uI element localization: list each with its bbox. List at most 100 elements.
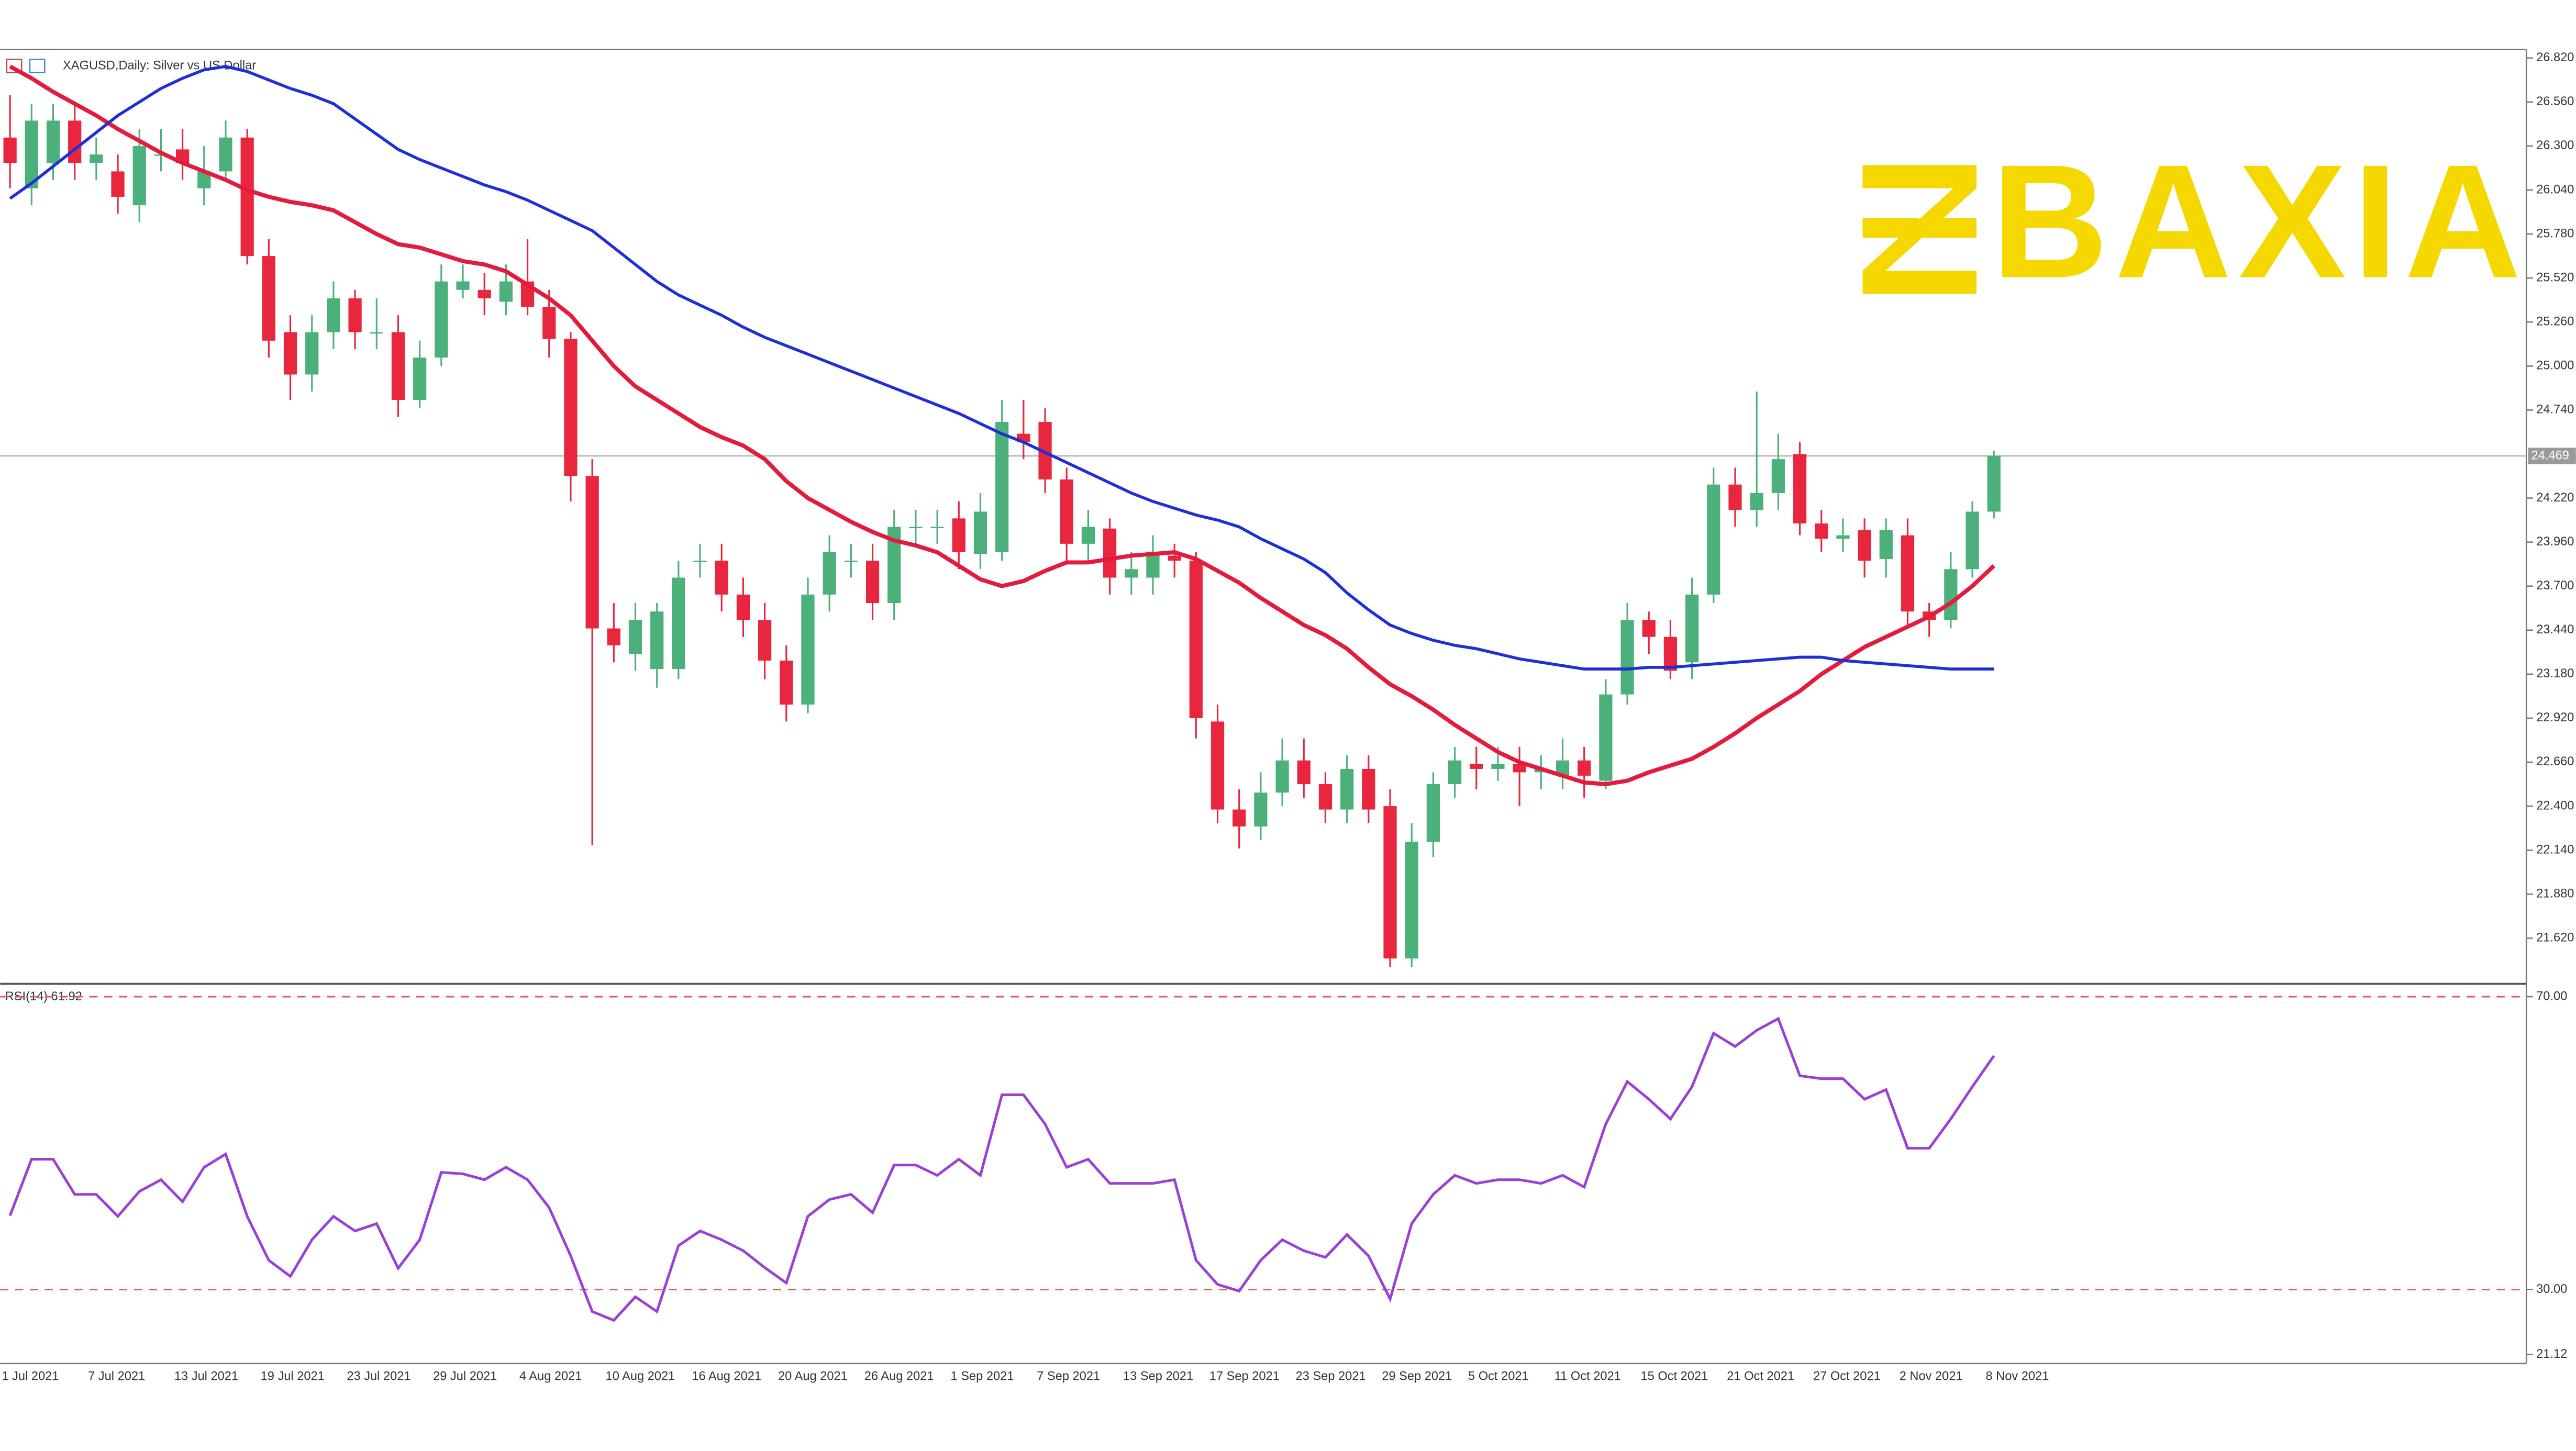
x-tick-label: 20 Aug 2021 (778, 1369, 848, 1383)
candle-body (1103, 528, 1117, 578)
candle-body (219, 137, 232, 172)
y-tick-label: 30.00 (2536, 1282, 2567, 1296)
y-tick-label: 25.000 (2536, 359, 2574, 373)
candle-body (930, 527, 944, 529)
candle-body (1901, 535, 1915, 612)
y-tick-label: 25.520 (2536, 271, 2574, 284)
x-tick-label: 17 Sep 2021 (1209, 1369, 1280, 1383)
y-tick-label: 21.12 (2536, 1347, 2567, 1361)
x-tick-label: 2 Nov 2021 (1900, 1369, 1963, 1383)
candle-body (1168, 555, 1181, 561)
candle-body (25, 120, 38, 188)
x-tick-label: 1 Sep 2021 (951, 1369, 1014, 1383)
logo-bar (1862, 271, 1977, 294)
candle-body (68, 120, 82, 163)
candle-body (1663, 637, 1678, 671)
x-tick-label: 13 Sep 2021 (1123, 1369, 1193, 1383)
x-tick-label: 26 Aug 2021 (864, 1369, 934, 1383)
symbol-icon (6, 59, 23, 74)
candle-body (542, 307, 556, 339)
candle-body (456, 281, 470, 290)
candle-body (1491, 764, 1505, 769)
candle-body (478, 289, 491, 298)
candle-body (3, 137, 17, 163)
candle-body (1728, 484, 1742, 510)
logo-icon (1862, 165, 1977, 294)
candle-body (1426, 784, 1440, 842)
y-tick-label: 23.440 (2536, 623, 2574, 637)
logo-bar (1862, 165, 1977, 188)
last-price-label: 24.469 (2531, 449, 2569, 462)
x-tick-label: 29 Sep 2021 (1382, 1369, 1452, 1383)
y-tick-label: 26.820 (2536, 51, 2574, 64)
candle-body (499, 281, 513, 302)
candle-body (909, 527, 923, 529)
y-tick-label: 22.400 (2536, 799, 2574, 812)
x-tick-label: 7 Sep 2021 (1037, 1369, 1100, 1383)
candle-body (973, 511, 987, 554)
candle-body (1707, 484, 1720, 595)
x-tick-label: 15 Oct 2021 (1640, 1369, 1708, 1383)
moving-average (9, 64, 1995, 787)
y-tick-label: 24.220 (2536, 491, 2574, 505)
candle-body (607, 628, 620, 645)
x-tick-label: 10 Aug 2021 (606, 1369, 675, 1383)
candle-body (1793, 454, 1807, 524)
candle-body (1815, 523, 1828, 539)
candle-body (1470, 764, 1483, 769)
candle-body (780, 660, 793, 705)
logo-diagonal (1862, 188, 1977, 271)
y-tick-label: 25.260 (2536, 315, 2574, 328)
y-tick-label: 22.660 (2536, 755, 2574, 768)
x-tick-label: 23 Sep 2021 (1296, 1369, 1366, 1383)
x-tick-label: 1 Jul 2021 (2, 1369, 59, 1383)
x-tick-label: 5 Oct 2021 (1468, 1369, 1529, 1383)
y-tick-label: 26.300 (2536, 139, 2574, 152)
candle-body (1599, 694, 1613, 781)
candle-body (262, 256, 275, 341)
candle-body (1513, 764, 1526, 773)
candle-body (111, 171, 125, 197)
candle-body (650, 611, 664, 669)
y-tick-label: 26.040 (2536, 183, 2574, 196)
x-tick-label: 19 Jul 2021 (261, 1369, 325, 1383)
candle-body (1771, 459, 1785, 493)
candle-body (305, 332, 319, 375)
candle-body (1297, 760, 1311, 785)
candle-body (564, 339, 578, 476)
x-tick-label: 21 Oct 2021 (1727, 1369, 1794, 1383)
candle-body (844, 561, 858, 562)
candle-body (693, 561, 707, 562)
candle-body (435, 281, 448, 358)
x-tick-label: 23 Jul 2021 (347, 1369, 410, 1383)
last-price-box (2528, 448, 2576, 464)
y-tick-label: 70.00 (2536, 989, 2567, 1003)
logo-text: BAXIA (1991, 131, 2528, 311)
x-tick-label: 29 Jul 2021 (433, 1369, 497, 1383)
symbol-icon (29, 59, 46, 74)
candle-body (995, 422, 1009, 553)
candle-body (240, 137, 254, 256)
candle-body (90, 154, 103, 163)
candle-body (1836, 535, 1850, 539)
candle-body (1879, 530, 1893, 559)
y-tick-label: 26.560 (2536, 95, 2574, 108)
candle-body (865, 561, 880, 604)
rsi-line (8, 1017, 1995, 1322)
candle-body (348, 298, 362, 332)
candle-body (1685, 594, 1699, 663)
x-tick-label: 16 Aug 2021 (692, 1369, 761, 1383)
moving-average (9, 65, 1994, 671)
candle-body (1578, 760, 1591, 776)
candle-body (715, 561, 728, 595)
candle-body (1189, 561, 1203, 718)
candle-body (1620, 620, 1634, 695)
candle-body (1362, 768, 1375, 810)
candle-body (736, 594, 750, 620)
x-tick-label: 27 Oct 2021 (1813, 1369, 1881, 1383)
y-tick-label: 21.880 (2536, 887, 2574, 900)
candle-body (1987, 456, 2001, 512)
